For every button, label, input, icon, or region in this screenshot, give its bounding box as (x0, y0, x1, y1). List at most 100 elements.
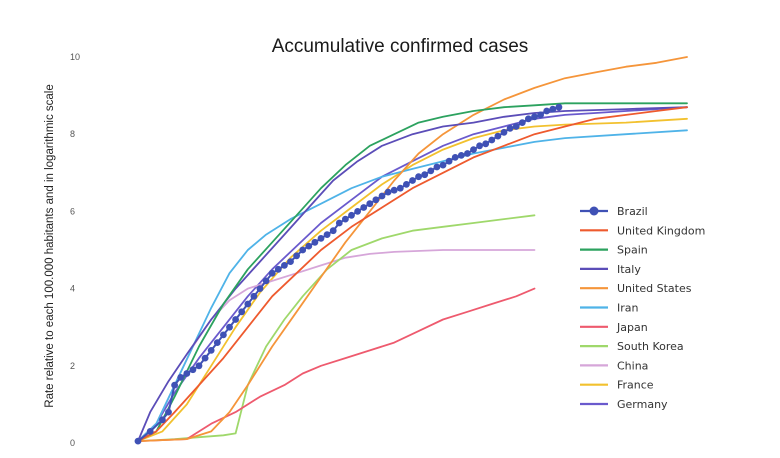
data-point-brazil-9 (201, 354, 209, 362)
series-line-germany (137, 106, 688, 442)
data-point-brazil-15 (238, 308, 246, 316)
data-point-brazil-40 (390, 186, 398, 194)
data-point-brazil-64 (537, 111, 544, 119)
series-line-iran (137, 129, 688, 442)
legend-item-china: China (580, 359, 648, 372)
data-point-brazil-7 (189, 366, 197, 374)
data-point-brazil-4 (171, 381, 179, 389)
data-point-brazil-19 (262, 277, 270, 285)
legend-label-spain: Spain (617, 244, 648, 257)
data-point-brazil-8 (195, 362, 203, 370)
data-point-brazil-39 (384, 188, 392, 196)
data-point-brazil-62 (525, 115, 532, 123)
data-point-brazil-61 (518, 119, 526, 126)
data-point-brazil-45 (421, 171, 429, 179)
series-line-france (137, 117, 688, 442)
data-point-brazil-66 (549, 105, 557, 113)
legend-label-united-states: United States (617, 282, 692, 295)
brazil-markers (134, 103, 563, 445)
legend: Brazil United Kingdom Spain Italy United Sta… (580, 205, 705, 411)
data-point-brazil-67 (555, 103, 563, 111)
chart-title: Accumulative confirmed cases (272, 36, 529, 57)
y-axis-ticks: 0 2 4 6 8 10 (70, 52, 80, 448)
data-point-brazil-30 (329, 227, 337, 235)
data-point-brazil-29 (323, 231, 331, 239)
data-point-brazil-23 (287, 258, 294, 265)
data-point-brazil-41 (396, 184, 404, 192)
data-point-brazil-34 (354, 208, 361, 215)
legend-label-italy: Italy (617, 263, 641, 276)
legend-item-japan: Japan (580, 321, 648, 334)
series-line-spain (137, 102, 688, 442)
legend-label-iran: Iran (617, 302, 639, 315)
data-point-brazil-65 (543, 107, 551, 115)
data-point-brazil-52 (464, 150, 471, 157)
data-point-brazil-3 (165, 408, 172, 416)
data-point-brazil-51 (457, 152, 465, 159)
data-point-brazil-17 (250, 292, 258, 300)
legend-label-brazil: Brazil (617, 205, 648, 218)
data-point-brazil-24 (293, 252, 300, 260)
data-point-brazil-12 (220, 331, 227, 339)
legend-item-france: France (580, 379, 654, 392)
legend-item-spain: Spain (580, 244, 648, 257)
data-point-brazil-28 (317, 235, 325, 242)
data-point-brazil-38 (378, 192, 386, 200)
data-point-brazil-25 (299, 246, 307, 254)
series-line-china (137, 249, 536, 442)
legend-item-italy: Italy (580, 263, 641, 276)
data-point-brazil-0 (134, 437, 142, 445)
data-point-brazil-63 (531, 113, 538, 121)
data-point-brazil-43 (409, 177, 416, 184)
legend-item-united-states: United States (580, 282, 692, 295)
legend-label-germany: Germany (617, 398, 668, 411)
data-point-brazil-33 (348, 211, 355, 219)
data-point-brazil-44 (415, 173, 422, 181)
data-point-brazil-20 (268, 269, 276, 277)
series-line-united-kingdom (137, 106, 688, 442)
data-point-brazil-35 (360, 204, 368, 211)
legend-label-south-korea: South Korea (617, 340, 684, 353)
data-point-brazil-57 (494, 132, 502, 140)
y-axis-label: Rate relative to each 100.000 habitants … (44, 84, 56, 407)
data-point-brazil-32 (342, 215, 349, 223)
legend-label-united-kingdom: United Kingdom (617, 224, 705, 237)
data-point-brazil-31 (335, 219, 343, 227)
data-point-brazil-10 (207, 347, 215, 354)
data-point-brazil-22 (281, 262, 288, 269)
data-point-brazil-11 (213, 339, 221, 346)
y-tick-4: 4 (70, 284, 75, 294)
data-point-brazil-26 (305, 242, 313, 250)
y-tick-6: 6 (70, 206, 75, 216)
data-point-brazil-49 (445, 157, 453, 165)
series-line-italy (137, 106, 688, 442)
data-point-brazil-6 (183, 370, 191, 377)
data-point-brazil-48 (439, 161, 447, 169)
data-point-brazil-5 (177, 374, 185, 381)
y-tick-2: 2 (70, 361, 75, 371)
data-point-brazil-42 (403, 181, 410, 188)
data-point-brazil-46 (427, 167, 435, 175)
data-point-brazil-55 (482, 140, 490, 148)
y-tick-0: 0 (70, 438, 75, 448)
legend-label-china: China (617, 359, 648, 372)
data-point-brazil-16 (244, 300, 252, 308)
legend-item-brazil: Brazil (580, 205, 648, 218)
data-point-brazil-21 (274, 265, 282, 273)
y-tick-8: 8 (70, 129, 75, 139)
data-point-brazil-18 (256, 285, 264, 292)
data-point-brazil-50 (451, 154, 459, 161)
data-point-brazil-56 (488, 136, 496, 144)
data-point-brazil-2 (159, 416, 166, 424)
data-point-brazil-47 (433, 163, 441, 171)
data-point-brazil-13 (226, 323, 233, 331)
legend-label-france: France (617, 379, 654, 392)
legend-item-germany: Germany (580, 398, 668, 411)
series-line-south-korea (137, 214, 536, 442)
legend-item-iran: Iran (580, 302, 639, 315)
legend-item-south-korea: South Korea (580, 340, 684, 353)
data-point-brazil-60 (512, 123, 520, 130)
series-line-brazil (137, 106, 560, 443)
data-point-brazil-14 (232, 316, 240, 323)
